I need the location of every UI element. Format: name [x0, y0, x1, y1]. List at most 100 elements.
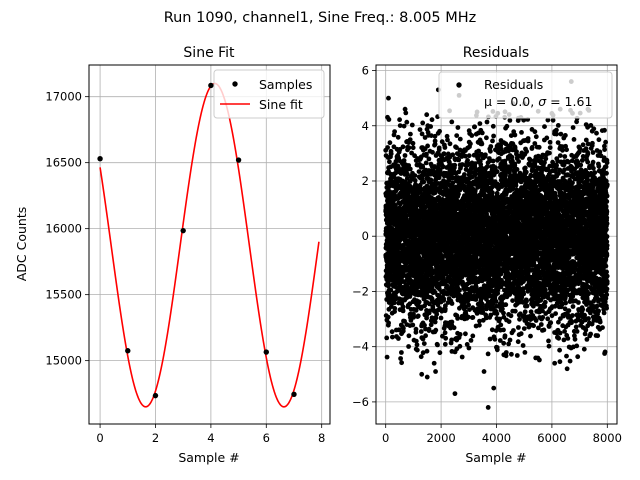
residual-point — [414, 183, 419, 189]
residual-point — [490, 123, 496, 129]
residual-point — [443, 335, 449, 341]
residual-point — [414, 342, 420, 348]
residual-point — [428, 124, 433, 129]
residual-point — [410, 322, 416, 328]
residual-point — [501, 327, 506, 333]
residual-point — [514, 353, 520, 358]
residual-point — [443, 303, 448, 309]
residual-point — [421, 341, 427, 346]
residual-point — [468, 141, 473, 147]
residual-point — [413, 338, 419, 344]
residual-point — [386, 283, 391, 289]
residual-point — [406, 344, 411, 349]
residual-point — [479, 141, 485, 147]
residual-point — [423, 160, 429, 166]
residuals-title: Residuals — [463, 45, 529, 61]
residual-point — [426, 328, 432, 333]
sine-fit-line-layer — [99, 82, 320, 408]
residual-point — [516, 159, 521, 164]
residual-point — [508, 313, 514, 319]
residual-point — [431, 300, 437, 306]
sample-point — [235, 157, 242, 163]
residual-point — [512, 308, 518, 314]
residual-point — [437, 128, 442, 134]
residual-point — [390, 334, 395, 340]
residual-point — [450, 152, 456, 158]
residual-point — [444, 133, 450, 139]
residual-point — [392, 306, 398, 311]
residual-point — [451, 325, 457, 331]
residual-point — [501, 310, 506, 316]
residual-point — [395, 134, 401, 140]
x-tick-label: 4 — [207, 431, 214, 445]
residual-point — [388, 151, 394, 157]
residual-point — [519, 130, 524, 135]
residual-point — [494, 347, 500, 353]
sine-fit-title: Sine Fit — [183, 45, 235, 61]
residual-point — [449, 119, 455, 125]
residual-point — [503, 350, 509, 355]
sine-fit-xlabel: Sample # — [178, 450, 239, 465]
residual-point — [442, 341, 448, 347]
legend-samples-marker — [232, 81, 238, 87]
residual-point — [385, 145, 390, 150]
residual-point — [395, 288, 401, 294]
residual-point — [434, 311, 440, 317]
residual-point — [419, 131, 425, 137]
residual-point — [399, 350, 404, 355]
residual-point — [506, 319, 512, 324]
residual-point — [466, 345, 472, 351]
residual-point — [457, 343, 463, 349]
residual-point — [477, 121, 483, 126]
residual-point — [494, 311, 500, 317]
residual-point — [463, 331, 468, 337]
residual-point — [437, 350, 443, 356]
y-tick-label: 17000 — [45, 90, 82, 104]
residual-point — [479, 130, 485, 136]
residual-point — [445, 137, 450, 143]
residual-point — [400, 308, 406, 314]
residual-point — [435, 342, 440, 348]
residual-point — [440, 164, 446, 170]
residual-point — [466, 302, 471, 308]
y-tick-label: 15000 — [45, 354, 82, 368]
residual-point — [494, 169, 500, 175]
residual-point — [398, 356, 403, 361]
residual-point — [512, 132, 518, 138]
residual-point — [456, 191, 461, 197]
residual-point — [473, 171, 478, 177]
residual-point — [404, 119, 410, 125]
residual-point — [518, 331, 524, 337]
residual-point — [410, 140, 416, 146]
residual-point — [387, 159, 392, 165]
residual-point — [507, 337, 513, 343]
residual-point — [433, 327, 439, 333]
residual-point — [424, 151, 429, 157]
residual-point — [429, 117, 435, 123]
residual-point — [432, 141, 438, 147]
residual-point — [514, 149, 519, 155]
residual-point — [413, 307, 419, 313]
residual-point — [396, 336, 401, 341]
residual-point — [502, 333, 508, 339]
legend-samples-label: Samples — [259, 77, 312, 92]
residual-point — [406, 145, 412, 151]
sample-point — [97, 156, 103, 162]
residual-point — [423, 333, 428, 339]
residual-point — [406, 333, 412, 339]
residual-point — [469, 133, 475, 138]
residual-point — [510, 298, 515, 303]
residual-point — [459, 354, 465, 360]
residual-point — [408, 318, 414, 323]
residual-point — [477, 322, 482, 328]
residual-point — [422, 322, 427, 328]
residual-point — [513, 183, 519, 188]
residual-point — [403, 110, 409, 116]
residual-point — [490, 138, 495, 144]
residual-point — [400, 144, 406, 150]
residual-point — [415, 313, 421, 319]
residual-point — [442, 330, 448, 336]
residual-point — [402, 153, 408, 158]
